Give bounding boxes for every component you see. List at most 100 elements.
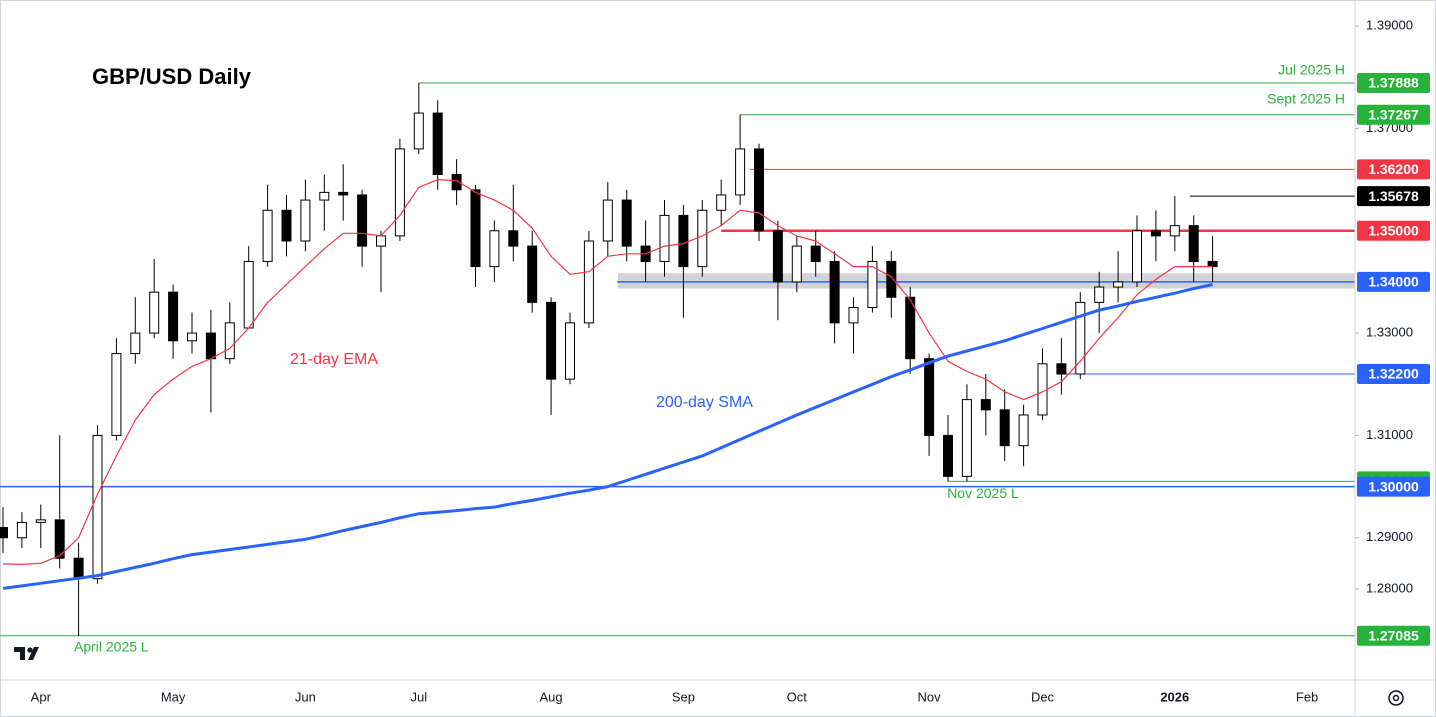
candle-body (735, 148, 746, 196)
candle-body (1113, 281, 1124, 288)
candle-body (35, 519, 46, 523)
x-tick-label: Dec (1031, 689, 1055, 704)
candle-body (168, 291, 179, 342)
candle-body (1132, 230, 1142, 283)
candle-body (999, 409, 1010, 447)
candle-body (924, 358, 935, 436)
candle-body (394, 148, 405, 237)
price-tag (1357, 186, 1430, 207)
candle-body (451, 173, 462, 191)
x-tick-label: Jun (295, 689, 316, 704)
y-tick-label: 1.29000 (1366, 529, 1413, 544)
candle-body (300, 199, 311, 242)
candle-body (92, 434, 103, 580)
candle-body (224, 322, 235, 360)
x-tick-label: Nov (918, 689, 942, 704)
settings-button[interactable] (1388, 690, 1404, 706)
candle-body (1056, 363, 1067, 375)
x-tick-label: Apr (31, 689, 52, 704)
candle-body (905, 296, 916, 360)
x-tick-label: May (161, 689, 186, 704)
level-note: Jul 2025 H (1278, 62, 1345, 78)
candle-body (470, 189, 481, 268)
price-tag-label: 1.37267 (1368, 106, 1419, 122)
level-note: April 2025 L (74, 638, 149, 654)
candle-body (187, 332, 197, 342)
candle-body (1169, 225, 1180, 237)
candle-body (546, 301, 557, 380)
candle-body (565, 322, 575, 380)
price-tag (1357, 72, 1430, 93)
candle-body (659, 214, 670, 262)
plot-area (0, 82, 1355, 637)
candle-body (848, 307, 859, 324)
candle-body (1207, 260, 1218, 268)
candle-body (281, 209, 292, 242)
candle-body (262, 209, 273, 262)
price-tag (1357, 271, 1430, 292)
price-tag-label: 1.35000 (1368, 222, 1419, 238)
candle-body (508, 230, 519, 247)
price-tag-label: 1.32200 (1368, 366, 1419, 382)
price-tag (1357, 364, 1430, 385)
price-tag-label: 1.35678 (1368, 188, 1419, 204)
x-tick-label: Sep (672, 689, 695, 704)
support-zone (618, 273, 1355, 289)
candle-body (583, 240, 594, 324)
candle-body (413, 112, 424, 150)
price-tag (1357, 476, 1430, 497)
candle-body (205, 332, 216, 360)
x-tick-label: Aug (540, 689, 563, 704)
level-note: Nov 2025 L (947, 485, 1019, 501)
price-tag-label: 1.37888 (1368, 75, 1419, 91)
x-tick-label: Oct (787, 689, 808, 704)
ma-line (2, 283, 1213, 590)
y-tick-label: 1.31000 (1366, 427, 1413, 442)
price-tag-label: 1.36200 (1368, 161, 1419, 177)
candle-body (867, 260, 878, 309)
candle-body (130, 332, 141, 355)
candle-body (1075, 301, 1086, 375)
candle-body (1094, 286, 1105, 303)
price-tag-label: 1.34000 (1368, 274, 1419, 290)
candle-body (16, 521, 27, 539)
candle-body (432, 112, 443, 175)
price-tag-label: 1.27085 (1368, 627, 1419, 643)
candle-body (0, 527, 8, 539)
candle-body (243, 260, 254, 329)
candle-body (319, 191, 330, 201)
chart-title: GBP/USD Daily (92, 64, 252, 89)
price-tag (1357, 104, 1430, 125)
price-tag (1357, 159, 1430, 180)
candle-body (980, 399, 991, 411)
candle-body (73, 557, 84, 580)
price-tag (1357, 625, 1430, 646)
series-label: 200-day SMA (656, 394, 753, 411)
y-tick-label: 1.39000 (1366, 18, 1413, 33)
candle-body (111, 353, 122, 436)
candle-body (376, 235, 386, 247)
y-tick-label: 1.33000 (1366, 325, 1413, 340)
candle-body (810, 245, 821, 262)
price-tag (1357, 220, 1430, 241)
candle-body (829, 260, 840, 324)
y-tick-label: 1.28000 (1366, 580, 1413, 595)
candle-body (754, 148, 764, 232)
candle-body (621, 199, 632, 247)
candle-body (338, 191, 349, 196)
candle-body (1150, 230, 1161, 237)
candle-body (678, 214, 689, 268)
candle-body (961, 399, 972, 477)
price-tag-label: 1.30000 (1368, 478, 1419, 494)
candle-body (149, 291, 160, 334)
level-note: Sept 2025 H (1267, 90, 1345, 106)
x-tick-label: 2026 (1160, 689, 1189, 704)
candle-body (791, 245, 802, 283)
x-tick-label: Jul (410, 689, 427, 704)
candle-body (1037, 363, 1048, 416)
candle-body (716, 194, 727, 211)
candle-body (697, 209, 708, 268)
candle-body (527, 245, 538, 303)
